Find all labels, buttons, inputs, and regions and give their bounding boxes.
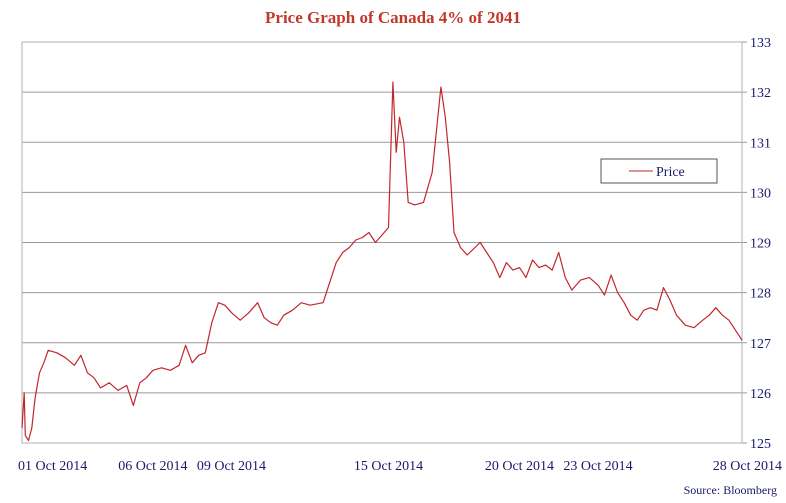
y-axis-ticks: 125 126 127 128 129 130 131 132 133 bbox=[750, 36, 771, 452]
x-tick-label: 23 Oct 2014 bbox=[563, 459, 632, 474]
x-tick-label: 09 Oct 2014 bbox=[197, 459, 266, 474]
source-note: Source: Bloomberg bbox=[684, 483, 777, 497]
grid-lines bbox=[22, 41, 747, 444]
x-tick-label: 28 Oct 2014 bbox=[713, 459, 782, 474]
y-tick-label: 128 bbox=[750, 287, 771, 302]
x-tick-label: 15 Oct 2014 bbox=[354, 459, 423, 474]
y-tick-label: 126 bbox=[750, 387, 771, 402]
x-axis-ticks: 01 Oct 2014 06 Oct 2014 09 Oct 2014 15 Oct … bbox=[18, 459, 782, 474]
legend: Price bbox=[600, 158, 718, 184]
plot-frame bbox=[21, 41, 743, 444]
y-tick-label: 132 bbox=[750, 86, 771, 101]
y-tick-label: 125 bbox=[750, 437, 771, 452]
y-tick-label: 130 bbox=[750, 186, 771, 201]
chart-title: Price Graph of Canada 4% of 2041 bbox=[265, 8, 521, 27]
x-tick-label: 20 Oct 2014 bbox=[485, 459, 554, 474]
legend-label-price: Price bbox=[656, 165, 685, 180]
y-tick-label: 131 bbox=[750, 136, 771, 151]
y-tick-label: 129 bbox=[750, 237, 771, 252]
series-group bbox=[21, 81, 743, 442]
legend-box bbox=[600, 158, 718, 184]
y-tick-label: 133 bbox=[750, 36, 771, 51]
x-tick-label: 06 Oct 2014 bbox=[118, 459, 187, 474]
series-line-price bbox=[21, 81, 743, 442]
y-tick-label: 127 bbox=[750, 337, 771, 352]
x-tick-label: 01 Oct 2014 bbox=[18, 459, 87, 474]
